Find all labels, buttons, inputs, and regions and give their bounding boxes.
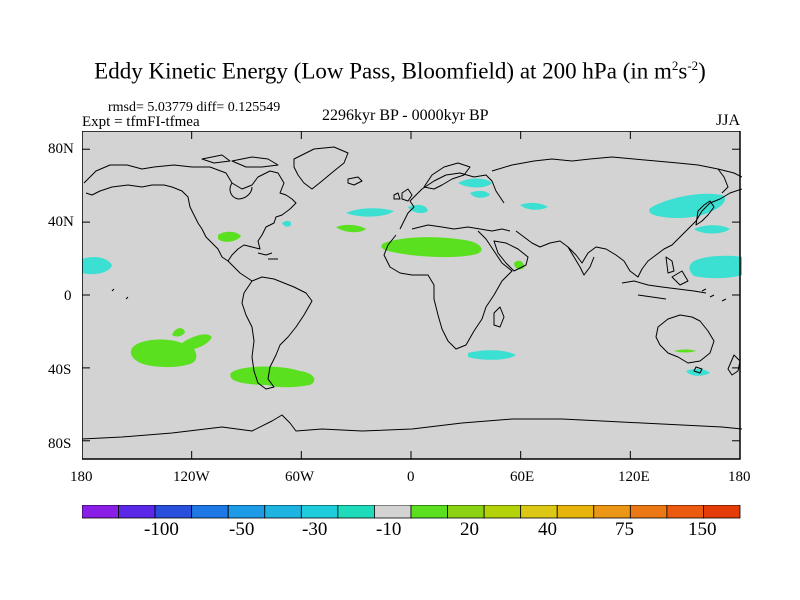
anomaly-shades [82, 178, 742, 388]
colorbar-box [520, 505, 558, 519]
colorbar-label-75: 75 [615, 519, 634, 540]
axis-tick-marks [82, 131, 741, 459]
lon-tick-60w: 60W [285, 469, 315, 485]
coast-asia-east [515, 188, 742, 278]
period-label: 2296kyr BP - 0000kyr BP [322, 107, 489, 124]
colorbar-box [483, 505, 522, 519]
shade-south-america-positive [230, 366, 315, 388]
colorbar-label-neg30: -30 [302, 519, 328, 540]
shade-japan-negative [694, 225, 730, 234]
colorbar-box [191, 505, 229, 519]
colorbar-box [337, 505, 375, 519]
coast-india [567, 246, 595, 276]
coast-caribbean [257, 252, 278, 260]
lat-tick-0: 0 [64, 288, 72, 304]
shade-sh-pacific-positive [130, 334, 212, 368]
colorbar-box [703, 505, 741, 519]
lon-tick-120w: 120W [173, 469, 210, 485]
season-label: JJA [716, 112, 741, 129]
coast-south-america [241, 276, 313, 390]
colorbar-label-20: 20 [460, 519, 479, 540]
map-background [82, 131, 740, 459]
colorbar-label-40: 40 [538, 519, 557, 540]
coast-british-isles [393, 188, 413, 202]
coastlines [82, 146, 742, 440]
shade-sahara-positive [381, 237, 482, 258]
colorbar-box [227, 505, 266, 519]
coast-mediterranean [411, 224, 511, 232]
shade-siberia-negative [520, 202, 548, 210]
colorbar-box [82, 505, 119, 519]
colorbar-box [264, 505, 302, 519]
coast-greenland [293, 146, 349, 190]
coast-hudson-bay [229, 182, 253, 200]
coast-central-america [227, 260, 253, 282]
lon-tick-60e: 60E [510, 469, 535, 485]
lat-tick-80s: 80S [48, 436, 72, 452]
shade-europe-negative [408, 204, 428, 214]
shade-us-east-negative [282, 220, 292, 227]
colorbar-box [374, 505, 412, 519]
colorbar-box [118, 505, 156, 519]
lon-tick-120e: 120E [618, 469, 650, 485]
lon-tick-0: 0 [407, 469, 415, 485]
colorbar-box [593, 505, 631, 519]
shade-central-asia-negative [470, 190, 490, 198]
world-map [82, 131, 742, 460]
colorbar-label-150: 150 [688, 519, 717, 540]
colorbar-box [556, 505, 595, 519]
colorbar-box [300, 505, 339, 519]
coast-scandinavia [423, 162, 471, 190]
colorbar-box [629, 505, 668, 519]
coast-arabia [493, 240, 529, 272]
colorbar-box [447, 505, 485, 519]
coast-pacific-islands [111, 288, 727, 302]
stats-text: rmsd= 5.03779 diff= 0.125549 [108, 100, 281, 115]
colorbar [82, 505, 741, 519]
shade-south-atlantic-negative [468, 350, 516, 360]
colorbar-box [410, 505, 448, 519]
coast-kamchatka [717, 168, 729, 194]
colorbar-label-neg10: -10 [376, 519, 402, 540]
shade-east-asia-negative [649, 193, 726, 218]
coast-asia-north [491, 156, 742, 178]
coast-madagascar [493, 306, 505, 328]
lat-tick-40s: 40S [48, 362, 72, 378]
coast-iceland [347, 176, 363, 186]
coast-indonesia [621, 270, 707, 300]
colorbar-box [666, 505, 704, 519]
shade-sh-pacific-tail [172, 328, 185, 337]
colorbar-box [154, 505, 193, 519]
shade-pacific-east-negative [82, 257, 112, 275]
coast-philippines [665, 256, 675, 274]
shade-mexico-positive [218, 231, 241, 242]
coast-new-zealand [727, 354, 741, 376]
coast-antarctica [82, 414, 742, 440]
lon-tick-180w: 180 [70, 469, 93, 485]
shade-atlantic-positive [336, 224, 366, 233]
coast-australia [655, 314, 715, 364]
shade-pacific-west-negative [689, 255, 742, 279]
shade-scandinavia-negative [458, 178, 492, 188]
shade-north-atlantic-negative [346, 208, 394, 217]
coast-arctic-islands [201, 154, 279, 168]
lat-tick-40n: 40N [48, 214, 74, 230]
coast-tasmania [693, 366, 703, 374]
coast-africa [383, 230, 513, 350]
lon-tick-180e: 180 [728, 469, 751, 485]
colorbar-label-neg100: -100 [144, 519, 179, 540]
plot-title: Eddy Kinetic Energy (Low Pass, Bloomfiel… [94, 58, 706, 84]
lat-tick-80n: 80N [48, 141, 74, 157]
coast-north-america [83, 164, 297, 262]
coast-japan [695, 200, 715, 226]
coast-europe [399, 172, 505, 230]
experiment-label: Expt = tfmFI-tfmea [82, 114, 200, 130]
shade-australia-positive [674, 349, 696, 353]
colorbar-label-neg50: -50 [229, 519, 255, 540]
